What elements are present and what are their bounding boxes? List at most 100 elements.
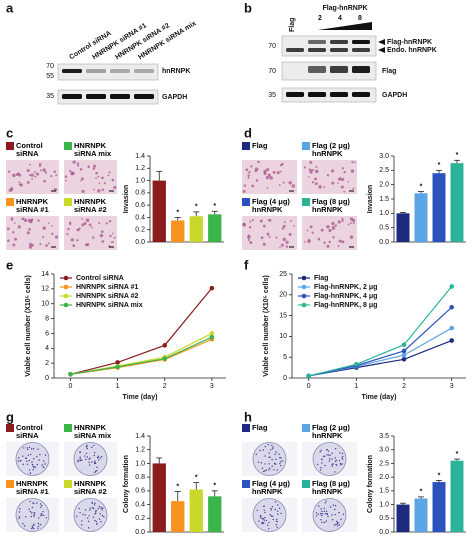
colony bbox=[268, 456, 270, 458]
bar bbox=[414, 498, 428, 532]
band bbox=[86, 94, 106, 99]
colony bbox=[32, 526, 34, 529]
colony bbox=[91, 461, 93, 463]
cell bbox=[351, 160, 354, 164]
colony bbox=[276, 510, 279, 512]
cell bbox=[276, 171, 280, 175]
colony bbox=[331, 452, 333, 454]
cell bbox=[280, 243, 284, 247]
y-tick-label: 0.0 bbox=[379, 239, 389, 246]
x-tick-label: 3 bbox=[210, 383, 214, 390]
mw-marker: 35 bbox=[268, 92, 276, 99]
colony bbox=[276, 526, 278, 528]
image-label: Control siRNA bbox=[6, 424, 60, 440]
cell bbox=[111, 240, 114, 244]
data-point bbox=[401, 356, 407, 362]
colony bbox=[275, 520, 278, 522]
cell bbox=[257, 160, 260, 164]
colony bbox=[18, 516, 21, 518]
y-tick-label: 2.0 bbox=[379, 182, 389, 189]
colony bbox=[334, 471, 336, 473]
cell bbox=[50, 175, 53, 178]
band bbox=[352, 40, 370, 44]
colony bbox=[326, 454, 328, 456]
cell bbox=[14, 237, 18, 241]
cell bbox=[54, 235, 59, 239]
colony bbox=[321, 514, 323, 517]
colony bbox=[32, 468, 34, 471]
color-swatch bbox=[64, 198, 72, 206]
colony bbox=[341, 455, 344, 458]
cell bbox=[268, 236, 271, 238]
lane-label: 4 bbox=[338, 15, 342, 22]
cell bbox=[17, 172, 21, 176]
image-label-text: Control siRNA bbox=[16, 423, 43, 440]
cell bbox=[328, 240, 331, 244]
colony bbox=[327, 454, 330, 456]
colony bbox=[32, 465, 34, 467]
colony bbox=[32, 448, 35, 450]
cell bbox=[42, 236, 45, 239]
colony bbox=[96, 523, 98, 525]
image-label-text: Flag (2 μg) hnRNPK bbox=[312, 141, 350, 158]
colony bbox=[275, 451, 277, 453]
band bbox=[308, 40, 326, 44]
mw-marker: 70 bbox=[268, 68, 276, 75]
data-point bbox=[115, 364, 120, 370]
colony bbox=[264, 463, 266, 465]
cell bbox=[293, 225, 296, 227]
image-label: HNRNPK siRNA mix bbox=[64, 142, 118, 158]
cell bbox=[337, 220, 341, 224]
colony bbox=[78, 507, 80, 510]
cell bbox=[13, 222, 16, 224]
colony bbox=[32, 502, 34, 504]
blot-header: Flag-hnRNPK bbox=[322, 5, 367, 12]
micrograph bbox=[242, 160, 297, 194]
colony bbox=[97, 507, 99, 510]
cell bbox=[112, 232, 114, 235]
cell bbox=[251, 184, 255, 188]
micrograph bbox=[64, 160, 117, 194]
y-tick-label: 0.0 bbox=[379, 529, 389, 536]
colony bbox=[81, 459, 83, 461]
image-label: Flag bbox=[242, 142, 298, 150]
cell bbox=[332, 236, 335, 239]
colony bbox=[260, 515, 262, 518]
colony bbox=[79, 458, 81, 460]
cell bbox=[315, 166, 318, 168]
cell bbox=[108, 219, 112, 223]
image-label: Flag (2 μg) hnRNPK bbox=[302, 424, 358, 440]
colony bbox=[336, 525, 339, 527]
y-tick-label: 1.5 bbox=[379, 196, 389, 203]
colony bbox=[273, 469, 275, 471]
cell bbox=[23, 218, 28, 222]
colony bbox=[341, 457, 343, 459]
y-tick-label: 0 bbox=[283, 375, 287, 382]
series-line bbox=[308, 327, 452, 377]
colony bbox=[320, 449, 322, 452]
colony bbox=[267, 524, 269, 527]
blot-strip bbox=[281, 87, 377, 103]
colony bbox=[339, 462, 342, 465]
colony bbox=[255, 453, 257, 456]
y-axis-label: Invasion bbox=[367, 185, 374, 213]
y-tick-label: 25 bbox=[279, 271, 287, 278]
colony bbox=[29, 500, 31, 503]
band bbox=[62, 69, 82, 73]
colony bbox=[278, 453, 280, 455]
colony bbox=[334, 504, 337, 507]
cell bbox=[340, 185, 344, 189]
cell bbox=[66, 233, 69, 236]
cell bbox=[311, 168, 314, 172]
legend-marker bbox=[301, 302, 307, 308]
colony bbox=[23, 525, 26, 527]
cell bbox=[95, 172, 98, 175]
y-tick-label: 1.0 bbox=[135, 177, 145, 184]
panel-letter: b bbox=[244, 0, 252, 15]
colony bbox=[96, 469, 98, 472]
color-swatch bbox=[64, 142, 72, 150]
colony bbox=[268, 452, 270, 454]
y-tick-label: 14 bbox=[41, 271, 49, 278]
cell bbox=[265, 175, 270, 180]
